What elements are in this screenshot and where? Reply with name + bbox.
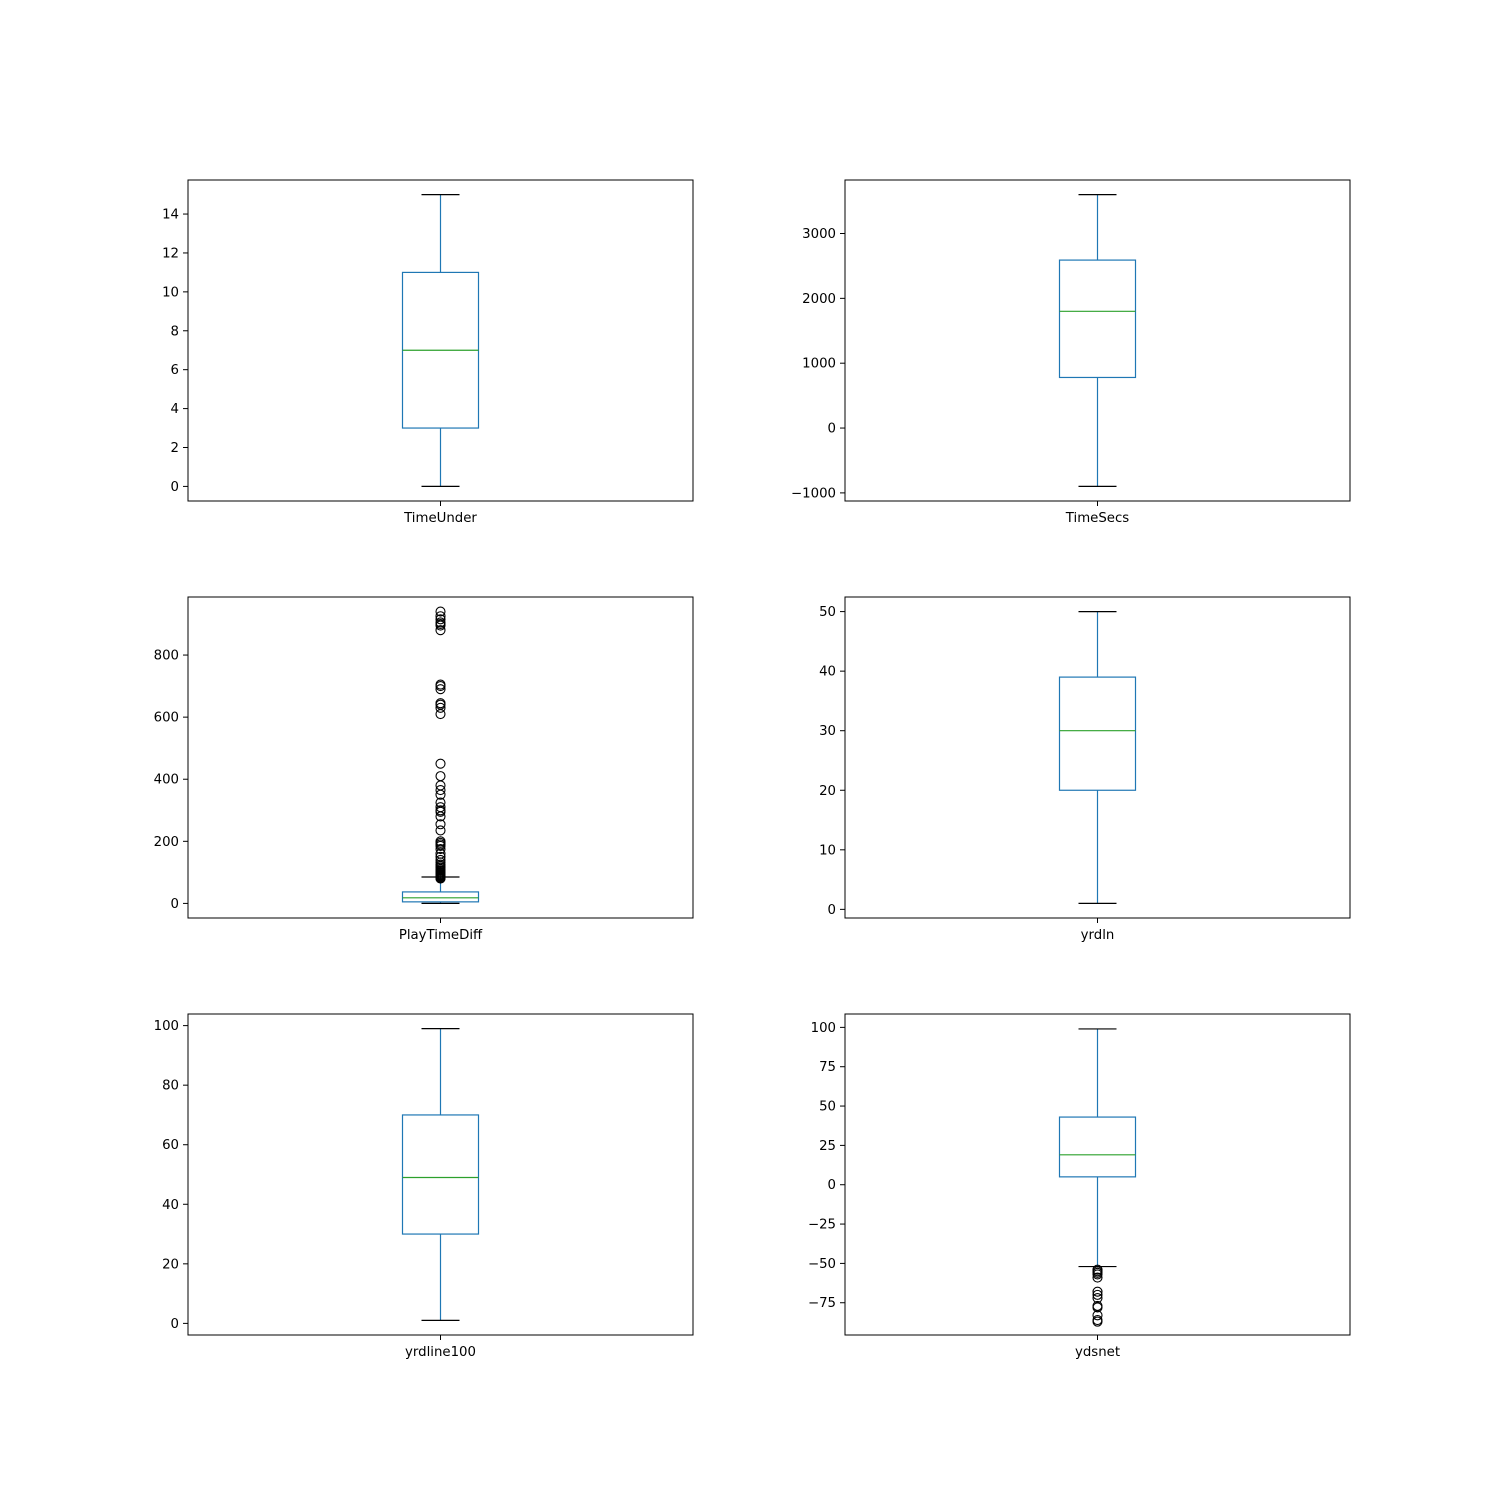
y-tick-label: 4 [171, 402, 179, 417]
y-tick-label: 1000 [802, 357, 836, 372]
y-tick-label: 3000 [802, 227, 836, 242]
iqr-box [401, 1114, 480, 1235]
outlier-point [435, 679, 446, 690]
iqr-box [1058, 676, 1137, 791]
outlier-point [435, 854, 446, 865]
y-tick-label: 0 [171, 897, 179, 912]
x-category-label: yrdline100 [405, 1345, 476, 1360]
y-tick-label: 10 [162, 285, 179, 300]
outlier-point [435, 785, 446, 796]
outlier-point [435, 771, 446, 782]
y-tick-label: 50 [819, 1100, 836, 1115]
y-tick-label: 0 [828, 1178, 836, 1193]
subplot-3: 0 10 20 30 40 50 yrdln [819, 596, 1351, 943]
outlier-point [435, 625, 446, 636]
y-tick-label: 200 [154, 835, 179, 850]
outlier-point [1092, 1272, 1103, 1283]
y-tick-label: 20 [162, 1257, 179, 1272]
y-tick-label: 14 [162, 208, 179, 223]
subplot-1: −1000 0 1000 2000 3000 TimeSecs [791, 179, 1351, 526]
outlier-point [435, 611, 446, 622]
y-tick-label: 25 [819, 1139, 836, 1154]
y-tick-label: 400 [154, 773, 179, 788]
x-category-label: PlayTimeDiff [399, 928, 483, 943]
outlier-point [435, 851, 446, 862]
iqr-box [1058, 259, 1137, 379]
outlier-point [435, 825, 446, 836]
subplot-4: 0 20 40 60 80 100 yrdline100 [154, 1013, 694, 1360]
y-tick-label: 20 [819, 784, 836, 799]
outlier-point [1092, 1310, 1103, 1321]
y-tick-label: 0 [828, 903, 836, 918]
outlier-point [435, 844, 446, 855]
y-tick-label: 100 [811, 1021, 836, 1036]
y-tick-label: 0 [828, 422, 836, 437]
y-tick-label: 80 [162, 1079, 179, 1094]
y-tick-label: 40 [819, 665, 836, 680]
subplot-grid: 02468101214TimeUnder−10000100020003000Ti… [154, 179, 1351, 1360]
outlier-point [435, 614, 446, 625]
iqr-box [1058, 1116, 1137, 1178]
y-tick-label: 600 [154, 711, 179, 726]
y-tick-label: 800 [154, 649, 179, 664]
x-category-label: TimeSecs [1065, 511, 1129, 526]
outlier-point [435, 819, 446, 830]
outlier-point [1092, 1316, 1103, 1327]
outlier-point [435, 805, 446, 816]
y-tick-label: −25 [808, 1218, 836, 1233]
subplot-2: 0 200 400 600 800 PlayTimeDiff [154, 596, 694, 943]
outlier-point [435, 617, 446, 628]
outlier-point [1092, 1286, 1103, 1297]
y-tick-label: 100 [154, 1019, 179, 1034]
y-tick-label: 12 [162, 246, 179, 261]
outlier-point [1092, 1289, 1103, 1300]
y-tick-label: −75 [808, 1296, 836, 1311]
y-tick-label: 6 [171, 363, 179, 378]
iqr-box [401, 891, 480, 903]
outlier-point [1092, 1302, 1103, 1313]
y-tick-label: 60 [162, 1138, 179, 1153]
y-tick-label: 2000 [802, 292, 836, 307]
subplot-0: 0 2 4 6 8 10 12 14 TimeUnder [162, 179, 694, 526]
y-tick-label: 0 [171, 1317, 179, 1332]
outlier-point [435, 684, 446, 695]
y-tick-label: 0 [171, 480, 179, 495]
y-tick-label: 8 [171, 324, 179, 339]
outlier-point [435, 802, 446, 813]
y-tick-label: 40 [162, 1198, 179, 1213]
outlier-point [435, 702, 446, 713]
y-tick-label: −50 [808, 1257, 836, 1272]
outlier-point [435, 758, 446, 769]
y-tick-label: 30 [819, 724, 836, 739]
outlier-point [1092, 1269, 1103, 1280]
y-tick-label: 10 [819, 843, 836, 858]
x-category-label: ydsnet [1075, 1345, 1120, 1360]
y-tick-label: 2 [171, 441, 179, 456]
x-category-label: yrdln [1081, 928, 1115, 943]
outlier-point [435, 698, 446, 709]
x-category-label: TimeUnder [403, 511, 477, 526]
outlier-point [435, 606, 446, 617]
y-tick-label: 50 [819, 605, 836, 620]
outlier-point [435, 797, 446, 808]
subplot-5: −75 −50 −25 0 25 50 75 100 ydsnet [808, 1013, 1351, 1360]
y-tick-label: 75 [819, 1060, 836, 1075]
outlier-point [435, 836, 446, 847]
y-tick-label: −1000 [791, 486, 836, 501]
